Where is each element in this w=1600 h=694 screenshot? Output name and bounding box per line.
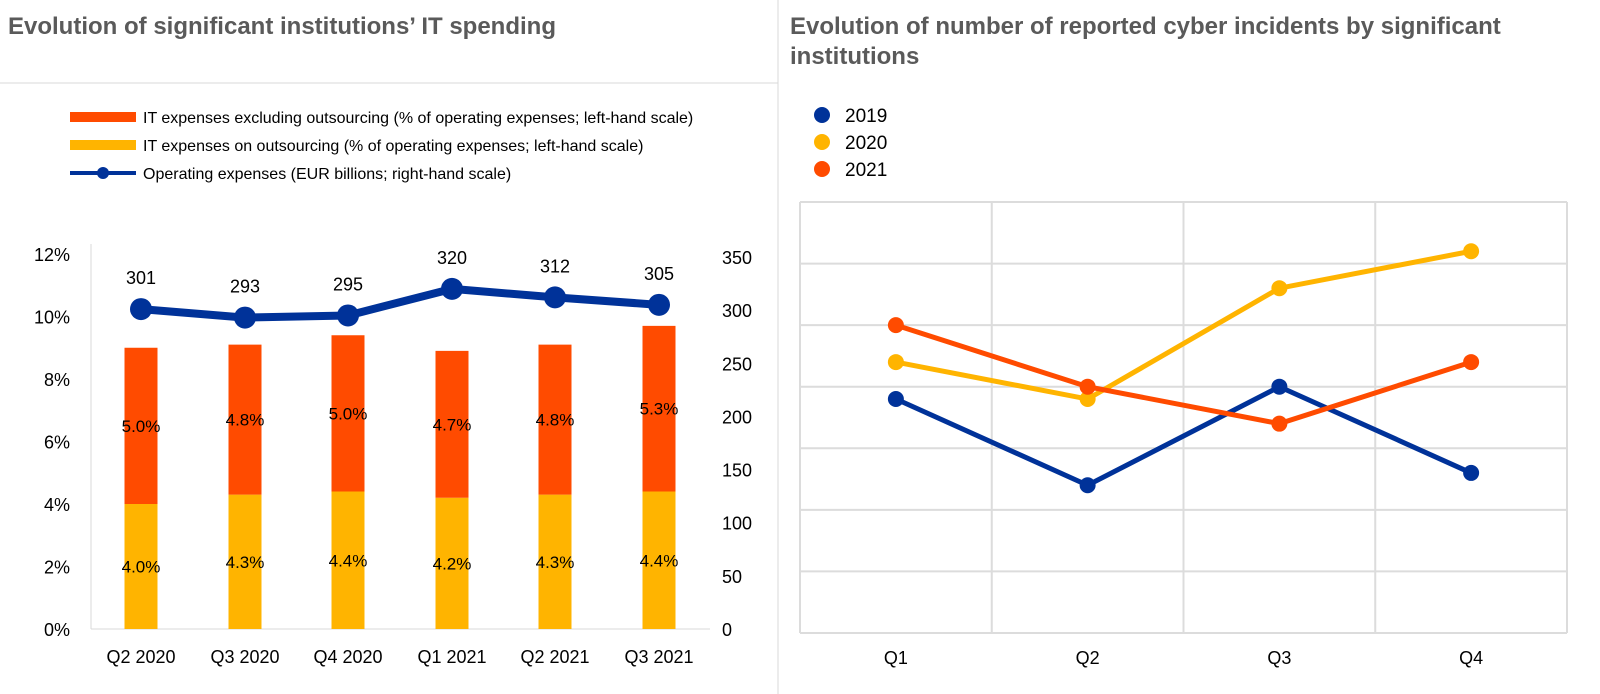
- left-y-tick-label: 4%: [44, 495, 70, 515]
- data-point-2019: [887, 391, 904, 408]
- legend-marker: [814, 134, 830, 150]
- bar-outsourcing: [435, 497, 469, 629]
- bar-data-label: 4.0%: [122, 558, 161, 577]
- bar-outsourcing: [538, 494, 572, 629]
- right-y-tick-label: 250: [722, 354, 752, 374]
- data-point-2021: [1271, 415, 1288, 432]
- x-tick-label: Q1 2021: [417, 647, 486, 667]
- left-chart-title: Evolution of significant institutions’ I…: [8, 13, 556, 40]
- bar-outsourcing: [228, 494, 262, 629]
- operating-expenses-point: [441, 277, 463, 300]
- legend-label: 2021: [845, 160, 887, 181]
- right-y-tick-label: 150: [722, 461, 752, 481]
- x-tick-label: Q2 2020: [106, 647, 175, 667]
- right-y-tick-label: 100: [722, 514, 752, 534]
- legend-label: IT expenses excluding outsourcing (% of …: [143, 110, 693, 127]
- right-chart-title: Evolution of number of reported cyber in…: [790, 13, 1501, 70]
- x-tick-label: Q2 2021: [520, 647, 589, 667]
- legend-label: Operating expenses (EUR billions; right-…: [143, 166, 511, 183]
- bar-excluding-outsourcing: [435, 350, 469, 498]
- x-tick-label: Q2: [1076, 648, 1100, 668]
- right-y-tick-label: 300: [722, 301, 752, 321]
- series-line-2020: [895, 248, 1472, 402]
- line-data-label: 301: [126, 268, 156, 288]
- line-data-label: 293: [230, 277, 260, 297]
- legend-swatch: [70, 112, 136, 122]
- operating-expenses-point: [337, 304, 359, 327]
- legend-label: 2020: [845, 133, 887, 154]
- left-y-tick-label: 2%: [44, 558, 70, 578]
- right-y-tick-label: 50: [722, 567, 742, 587]
- line-data-label: 312: [540, 256, 570, 276]
- operating-expenses-point: [130, 298, 152, 321]
- bar-outsourcing: [331, 491, 365, 629]
- left-y-tick-label: 0%: [44, 620, 70, 640]
- bar-data-label: 4.2%: [433, 554, 472, 573]
- data-point-2020: [1271, 280, 1288, 297]
- line-data-label: 320: [437, 248, 467, 268]
- x-tick-label: Q4 2020: [313, 647, 382, 667]
- legend-marker: [97, 167, 109, 179]
- legend-marker: [814, 107, 830, 123]
- bar-data-label: 5.0%: [122, 417, 161, 436]
- x-tick-label: Q4: [1459, 648, 1483, 668]
- operating-expenses-point: [234, 306, 256, 329]
- data-point-2020: [1463, 243, 1480, 260]
- legend-marker: [814, 161, 830, 177]
- operating-expenses-line: [140, 284, 660, 322]
- legend-label: 2019: [845, 106, 887, 127]
- right-y-tick-label: 350: [722, 248, 752, 268]
- bar-data-label: 4.4%: [329, 551, 368, 570]
- bar-data-label: 4.3%: [226, 553, 265, 572]
- bar-excluding-outsourcing: [538, 344, 572, 495]
- bar-data-label: 4.3%: [536, 553, 575, 572]
- right-y-tick-label: 0: [722, 620, 732, 640]
- data-point-2020: [1079, 391, 1096, 408]
- left-y-tick-label: 8%: [44, 370, 70, 390]
- bar-data-label: 4.4%: [640, 551, 679, 570]
- bar-excluding-outsourcing: [642, 325, 676, 492]
- line-data-label: 295: [333, 274, 363, 294]
- x-tick-label: Q1: [884, 648, 908, 668]
- operating-expenses-point: [648, 293, 670, 316]
- data-point-2019: [1079, 477, 1096, 494]
- bar-outsourcing: [124, 504, 158, 629]
- x-tick-label: Q3 2020: [210, 647, 279, 667]
- data-point-2019: [1463, 464, 1480, 481]
- x-tick-label: Q3: [1267, 648, 1291, 668]
- bar-excluding-outsourcing: [228, 344, 262, 495]
- data-point-2021: [887, 317, 904, 334]
- right-y-tick-label: 200: [722, 407, 752, 427]
- left-y-tick-label: 10%: [34, 308, 70, 328]
- data-point-2019: [1271, 378, 1288, 395]
- series-line-2019: [894, 383, 1473, 489]
- bar-data-label: 4.8%: [226, 411, 265, 430]
- legend-label: IT expenses on outsourcing (% of operati…: [143, 138, 643, 155]
- bar-excluding-outsourcing: [331, 335, 365, 492]
- line-data-label: 305: [644, 264, 674, 284]
- data-point-2021: [1463, 354, 1480, 371]
- operating-expenses-point: [544, 286, 566, 309]
- left-y-tick-label: 6%: [44, 433, 70, 453]
- bar-data-label: 4.7%: [433, 415, 472, 434]
- bar-data-label: 5.3%: [640, 400, 679, 419]
- bar-data-label: 4.8%: [536, 411, 575, 430]
- bar-outsourcing: [642, 491, 676, 629]
- series-line-2021: [895, 322, 1472, 427]
- x-tick-label: Q3 2021: [624, 647, 693, 667]
- data-point-2020: [887, 354, 904, 371]
- left-y-tick-label: 12%: [34, 245, 70, 265]
- bar-excluding-outsourcing: [124, 347, 158, 504]
- bar-data-label: 5.0%: [329, 404, 368, 423]
- data-point-2021: [1079, 378, 1096, 395]
- legend-swatch: [70, 140, 136, 150]
